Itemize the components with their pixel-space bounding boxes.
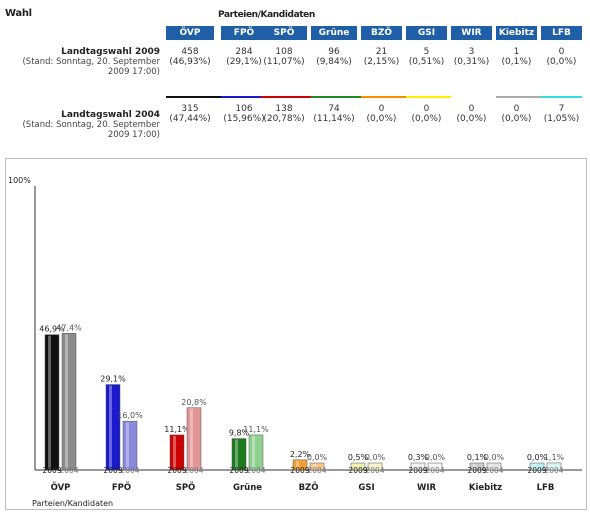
cell-0-5: 5 (0,51%) xyxy=(406,47,447,67)
cell-1-5: 0 (0,0%) xyxy=(406,104,447,124)
percent-value: (1,05%) xyxy=(543,114,580,124)
percent-value: (47,44%) xyxy=(169,114,211,124)
party-header-lfb: LFB xyxy=(541,26,582,40)
votes-value: 138 xyxy=(275,104,293,114)
row-time-2009: 2009 17:00) xyxy=(107,67,160,77)
percent-value: (0,51%) xyxy=(408,57,445,67)
cell-0-1: 284 (29,1%) xyxy=(221,47,267,67)
party-header-kiebitz: Kiebitz xyxy=(496,26,537,40)
cell-1-2: 138 (20,78%) xyxy=(261,104,307,124)
votes-value: 21 xyxy=(375,47,388,57)
x-axis-title: Parteien/Kandidaten xyxy=(32,499,114,508)
cell-0-4: 21 (2,15%) xyxy=(361,47,402,67)
percent-value: (20,78%) xyxy=(263,114,305,124)
percent-value: (11,07%) xyxy=(263,57,305,67)
party-header-grüne: Grüne xyxy=(311,26,357,40)
cell-0-3: 96 (9,84%) xyxy=(311,47,357,67)
percent-value: (2,15%) xyxy=(363,57,400,67)
row-title-2009: Landtagswahl 2009 xyxy=(61,47,160,57)
votes-value: 5 xyxy=(423,47,430,57)
party-color-strip-gsi xyxy=(406,96,451,98)
votes-value: 74 xyxy=(328,104,340,114)
party-color-strip-spö xyxy=(261,96,311,98)
percent-value: (9,84%) xyxy=(316,57,352,67)
cell-0-0: 458 (46,93%) xyxy=(166,47,214,67)
party-header-gsi: GSI xyxy=(406,26,447,40)
party-header-wir: WIR xyxy=(451,26,492,40)
party-color-strip-wir xyxy=(451,96,496,98)
cell-1-0: 315 (47,44%) xyxy=(166,104,214,124)
percent-value: (0,0%) xyxy=(546,57,577,67)
votes-value: 458 xyxy=(181,47,199,57)
votes-value: 0 xyxy=(468,104,475,114)
party-color-strip-övp xyxy=(166,96,221,98)
row-stand-2004: (Stand: Sonntag, 20. September xyxy=(22,120,160,130)
cell-1-7: 0 (0,0%) xyxy=(496,104,537,124)
percent-value: (15,96%) xyxy=(223,114,265,124)
votes-value: 0 xyxy=(423,104,430,114)
votes-value: 3 xyxy=(468,47,475,57)
party-header-fpö: FPÖ xyxy=(221,26,267,40)
row-stand-2009: (Stand: Sonntag, 20. September xyxy=(22,57,160,67)
cell-1-3: 74 (11,14%) xyxy=(311,104,357,124)
votes-value: 0 xyxy=(558,47,565,57)
party-header-spö: SPÖ xyxy=(261,26,307,40)
cell-0-8: 0 (0,0%) xyxy=(541,47,582,67)
party-color-strip-kiebitz xyxy=(496,96,541,98)
party-color-strip-bzö xyxy=(361,96,406,98)
parteien-header: Parteien/Kandidaten xyxy=(218,10,315,20)
votes-value: 315 xyxy=(181,104,199,114)
percent-value: (11,14%) xyxy=(313,114,355,124)
row-label-2004: Landtagswahl 2004 (Stand: Sonntag, 20. S… xyxy=(0,110,160,140)
votes-value: 284 xyxy=(235,47,253,57)
cell-0-7: 1 (0,1%) xyxy=(496,47,537,67)
wahl-header: Wahl xyxy=(5,8,32,19)
percent-value: (0,31%) xyxy=(453,57,490,67)
cell-1-4: 0 (0,0%) xyxy=(361,104,402,124)
party-color-strip-fpö xyxy=(221,96,261,98)
row-label-2009: Landtagswahl 2009 (Stand: Sonntag, 20. S… xyxy=(0,47,160,77)
chart-frame xyxy=(5,158,587,510)
percent-value: (29,1%) xyxy=(226,57,262,67)
row-time-2004: 2009 17:00) xyxy=(107,130,160,140)
percent-value: (0,0%) xyxy=(456,114,487,124)
row-title-2004: Landtagswahl 2004 xyxy=(61,110,160,120)
cell-0-2: 108 (11,07%) xyxy=(261,47,307,67)
votes-value: 106 xyxy=(235,104,253,114)
votes-value: 1 xyxy=(513,47,520,57)
percent-value: (0,0%) xyxy=(366,114,397,124)
cell-1-6: 0 (0,0%) xyxy=(451,104,492,124)
percent-value: (46,93%) xyxy=(169,57,211,67)
party-color-strip-lfb xyxy=(541,96,582,98)
y-axis-max-label: 100% xyxy=(8,176,31,185)
votes-value: 0 xyxy=(378,104,385,114)
cell-1-1: 106 (15,96%) xyxy=(221,104,267,124)
percent-value: (0,0%) xyxy=(501,114,532,124)
party-header-övp: ÖVP xyxy=(166,26,214,40)
percent-value: (0,1%) xyxy=(501,57,532,67)
votes-value: 96 xyxy=(328,47,340,57)
cell-0-6: 3 (0,31%) xyxy=(451,47,492,67)
party-color-strip-grüne xyxy=(311,96,361,98)
cell-1-8: 7 (1,05%) xyxy=(541,104,582,124)
percent-value: (0,0%) xyxy=(411,114,442,124)
party-header-bzö: BZÖ xyxy=(361,26,402,40)
votes-value: 0 xyxy=(513,104,520,114)
votes-value: 108 xyxy=(275,47,293,57)
votes-value: 7 xyxy=(558,104,565,114)
